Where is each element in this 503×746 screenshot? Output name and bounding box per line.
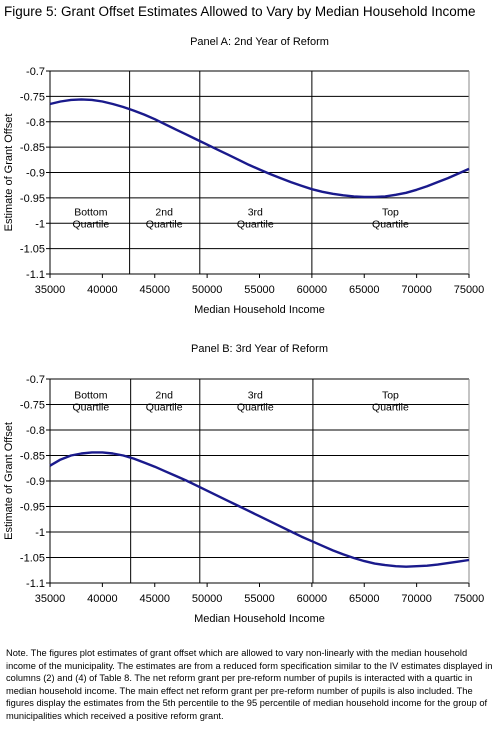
panel-a-x-tick-label: 50000 bbox=[192, 284, 223, 296]
panel-b-x-axis-label: Median Household Income bbox=[194, 613, 325, 625]
panel-b-y-tick-label: -1.05 bbox=[20, 553, 45, 565]
panel-b-quartile-label: Quartile bbox=[146, 401, 183, 413]
panel-a-y-tick-label: -0.8 bbox=[26, 117, 45, 129]
panel-b-y-axis-label: Estimate of Grant Offset bbox=[3, 422, 15, 540]
panel-b-y-tick-label: -1 bbox=[35, 527, 45, 539]
panel-b-y-tick-label: -1.1 bbox=[26, 578, 45, 590]
panel-a-quartile-label: 3rd bbox=[248, 207, 263, 219]
panel-a-quartile-label: Bottom bbox=[74, 207, 108, 219]
figure-note: Note. The figures plot estimates of gran… bbox=[6, 648, 493, 721]
panel-b-y-tick-label: -0.9 bbox=[26, 476, 45, 488]
panel-b-quartile-label: Quartile bbox=[372, 401, 409, 413]
panel-a-x-tick-label: 35000 bbox=[35, 284, 66, 296]
panel-a-y-tick-label: -0.75 bbox=[20, 91, 45, 103]
panel-b-quartile-label: Top bbox=[382, 389, 399, 401]
panel-a-y-tick-label: -0.85 bbox=[20, 142, 45, 154]
panel-b-x-tick-label: 45000 bbox=[139, 593, 170, 605]
panel-a-x-tick-label: 55000 bbox=[244, 284, 275, 296]
panel-a-y-tick-label: -0.95 bbox=[20, 193, 45, 205]
panel-b-series-line bbox=[49, 451, 470, 568]
panel-a-x-tick-label: 40000 bbox=[87, 284, 118, 296]
panel-a-x-tick-label: 70000 bbox=[401, 284, 432, 296]
panel-b-y-tick-label: -0.75 bbox=[20, 400, 45, 412]
panel-a-quartile-label: Quartile bbox=[372, 219, 409, 231]
panel-a-y-tick-label: -1.1 bbox=[26, 269, 45, 281]
panel-b-y-tick-label: -0.85 bbox=[20, 451, 45, 463]
panel-b-x-tick-label: 60000 bbox=[297, 593, 328, 605]
panel-a-x-tick-label: 45000 bbox=[139, 284, 170, 296]
panel-b-quartile-label: 3rd bbox=[248, 389, 263, 401]
panel-a-x-tick-label: 60000 bbox=[297, 284, 328, 296]
panel-b-y-tick-label: -0.7 bbox=[26, 374, 45, 386]
panel-b-y-tick-label: -0.95 bbox=[20, 502, 45, 514]
figure-title: Figure 5: Grant Offset Estimates Allowed… bbox=[4, 4, 476, 19]
panel-b-quartile-label: 2nd bbox=[155, 389, 173, 401]
panel-a-x-tick-label: 75000 bbox=[454, 284, 485, 296]
panel-b-quartile-label: Quartile bbox=[237, 401, 274, 413]
panel-b-x-tick-label: 40000 bbox=[87, 593, 118, 605]
panel-a-quartile-label: Quartile bbox=[72, 219, 109, 231]
panel-a-y-tick-label: -1 bbox=[35, 218, 45, 230]
panel-a-quartile-label: 2nd bbox=[155, 207, 173, 219]
panel-a-quartile-label: Quartile bbox=[237, 219, 274, 231]
panel-a-x-tick-label: 65000 bbox=[349, 284, 380, 296]
panel-b-y-tick-label: -0.8 bbox=[26, 425, 45, 437]
panel-b-quartile-label: Quartile bbox=[72, 401, 109, 413]
panel-b-x-tick-label: 55000 bbox=[244, 593, 275, 605]
panel-a-quartile-label: Top bbox=[382, 207, 399, 219]
panel-a-title: Panel A: 2nd Year of Reform bbox=[190, 36, 329, 48]
panel-b-title: Panel B: 3rd Year of Reform bbox=[191, 343, 328, 355]
panel-a-series-line bbox=[49, 98, 470, 199]
panel-b-x-tick-label: 35000 bbox=[35, 593, 66, 605]
panel-a-y-tick-label: -0.9 bbox=[26, 168, 45, 180]
panel-b-quartile-label: Bottom bbox=[74, 389, 108, 401]
panel-b-x-tick-label: 65000 bbox=[349, 593, 380, 605]
panel-a-x-axis-label: Median Household Income bbox=[194, 304, 325, 316]
panel-a-y-axis-label: Estimate of Grant Offset bbox=[3, 114, 15, 232]
panel-a-y-tick-label: -0.7 bbox=[26, 66, 45, 78]
panel-b-x-tick-label: 75000 bbox=[454, 593, 485, 605]
panel-b-x-tick-label: 50000 bbox=[192, 593, 223, 605]
panel-a-y-tick-label: -1.05 bbox=[20, 244, 45, 256]
panel-a-quartile-label: Quartile bbox=[146, 219, 183, 231]
panel-b-x-tick-label: 70000 bbox=[401, 593, 432, 605]
